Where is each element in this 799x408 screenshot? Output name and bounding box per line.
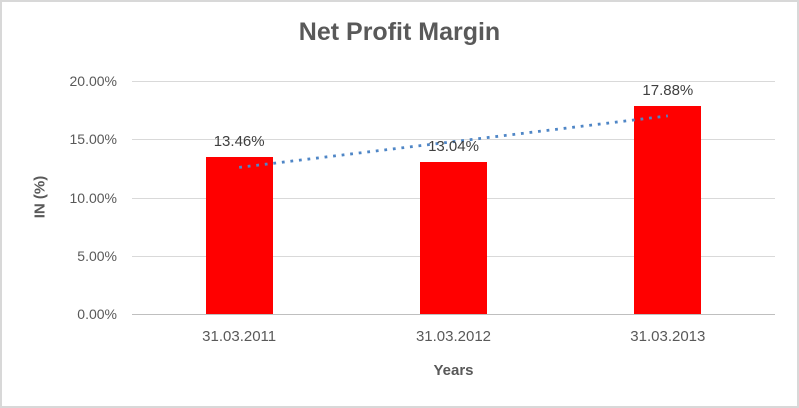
gridline — [132, 81, 775, 82]
y-tick-label: 0.00% — [77, 306, 117, 322]
x-tick-label: 31.03.2012 — [415, 328, 492, 345]
data-label-31.03.2011: 13.46% — [213, 133, 265, 151]
x-axis-title: Years — [433, 362, 474, 379]
y-tick-label: 15.00% — [69, 131, 117, 148]
chart-title: Net Profit Margin — [298, 18, 501, 46]
x-tick-label: 31.03.2013 — [630, 328, 706, 345]
data-label-31.03.2013: 17.88% — [642, 81, 694, 99]
trendline-dotted-line — [238, 114, 669, 169]
gridline — [132, 139, 775, 141]
bar-31.03.2012 — [420, 162, 487, 314]
y-tick-label: 10.00% — [69, 189, 117, 206]
trendline — [238, 114, 669, 169]
plot-area: 13.46% 13.04% 17.88% — [132, 81, 775, 315]
y-tick-label: 20.00% — [69, 73, 117, 89]
x-tick-label: 31.03.2011 — [202, 328, 277, 345]
bar-31.03.2013 — [634, 105, 702, 314]
x-axis-line — [132, 314, 775, 315]
bar-31.03.2011 — [205, 157, 273, 314]
data-label-31.03.2012: 13.04% — [428, 138, 479, 156]
y-tick-label: 5.00% — [77, 247, 117, 264]
